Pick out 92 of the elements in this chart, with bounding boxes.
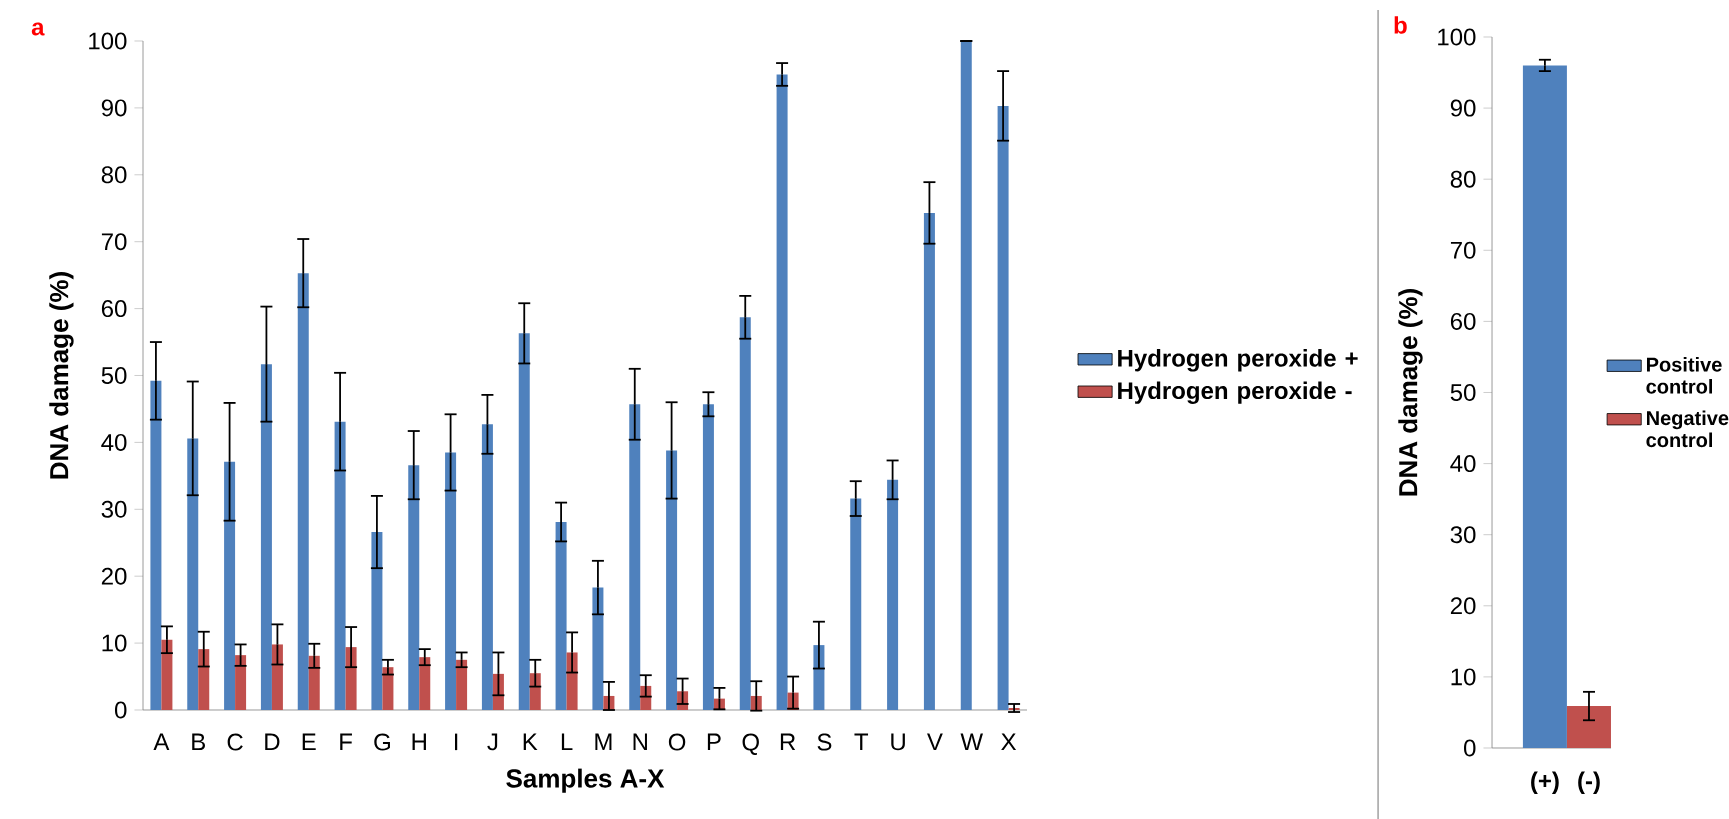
y-tick-label: 60 (1450, 312, 1476, 330)
y-tick-label: 70 (1450, 241, 1476, 259)
bar (529, 673, 541, 710)
y-tick-label: 90 (1450, 99, 1476, 117)
x-tick-label: C (227, 733, 243, 751)
bar (456, 659, 468, 710)
y-tick-label: 30 (1450, 526, 1476, 544)
bar (518, 333, 530, 710)
bar (850, 498, 862, 710)
y-tick-label: 30 (101, 500, 127, 518)
bar (481, 424, 493, 710)
x-tick-label: T (854, 733, 869, 751)
x-tick-label: (-) (1578, 771, 1600, 794)
y-tick-label: 70 (101, 233, 127, 251)
legend-label: Hydrogen peroxide + (1118, 349, 1358, 372)
y-tick-label: 0 (1464, 739, 1476, 757)
bar (997, 105, 1009, 710)
x-tick-label: Q (742, 733, 759, 755)
x-tick-label: J (487, 733, 498, 751)
bar (382, 667, 394, 710)
bar (776, 74, 788, 710)
x-tick-label: W (960, 733, 983, 751)
y-tick-label: 60 (101, 300, 127, 318)
bar (308, 655, 320, 710)
bar (161, 639, 173, 710)
x-tick-label: S (817, 733, 832, 751)
x-tick-label: A (153, 733, 170, 751)
legend-label: Hydrogen peroxide - (1118, 381, 1352, 404)
x-tick-label: D (265, 733, 280, 751)
x-tick-label: I (454, 733, 458, 751)
bar (419, 657, 431, 710)
x-tick-label: E (302, 733, 316, 751)
bar (555, 522, 567, 710)
y-tick-label: 10 (1451, 668, 1476, 686)
bar (371, 532, 383, 710)
x-tick-label: H (412, 733, 426, 751)
bar (271, 644, 283, 710)
bar (260, 364, 272, 710)
bar (408, 465, 420, 710)
y-axis-title: DNA damage (%) (1398, 289, 1423, 496)
bar (445, 452, 457, 710)
y-tick-label: 50 (1450, 384, 1476, 401)
y-tick-label: 80 (1450, 170, 1476, 188)
x-tick-label: G (374, 733, 390, 751)
y-axis-title: DNA damage (%) (49, 272, 74, 479)
bar (235, 655, 247, 710)
bar (813, 645, 825, 710)
x-tick-label: L (561, 733, 573, 751)
x-tick-label: U (891, 733, 905, 751)
bar (150, 380, 162, 710)
y-tick-label: 100 (1438, 28, 1476, 46)
x-tick-label: F (340, 733, 352, 751)
chart-title: b (1394, 16, 1407, 34)
x-tick-label: V (927, 733, 943, 751)
y-tick-label: 10 (102, 634, 127, 652)
x-tick-label: B (192, 733, 205, 751)
x-tick-label: R (780, 733, 796, 751)
y-tick-label: 90 (101, 99, 127, 117)
bar (297, 273, 309, 710)
y-tick-label: 80 (101, 166, 127, 184)
y-tick-label: 20 (1450, 597, 1476, 615)
y-tick-label: 0 (114, 701, 127, 719)
y-tick-label: 100 (89, 32, 127, 50)
bar (334, 421, 346, 710)
bar (887, 479, 899, 710)
bar (739, 317, 751, 710)
x-tick-label: P (707, 733, 721, 751)
y-tick-label: 40 (1450, 455, 1476, 473)
chart-title: a (31, 22, 45, 36)
bar (666, 450, 678, 710)
bar (198, 649, 210, 710)
x-tick-label: M (595, 733, 612, 751)
legend-label: Positive control (1646, 357, 1722, 394)
x-tick-label: K (523, 733, 538, 751)
x-tick-label: (+) (1531, 771, 1559, 794)
bar (629, 404, 641, 710)
bar (923, 212, 935, 710)
bar (566, 652, 578, 710)
y-tick-label: 40 (101, 433, 127, 451)
x-tick-label: O (668, 733, 686, 751)
bar (960, 41, 972, 710)
bar (187, 438, 199, 710)
x-tick-label: N (633, 733, 647, 751)
y-tick-label: 20 (101, 567, 127, 585)
bar (702, 404, 714, 710)
bar (224, 461, 236, 710)
bar (345, 647, 357, 710)
y-tick-label: 50 (101, 367, 127, 384)
bar (592, 587, 604, 710)
x-axis-title: Samples A-X (506, 768, 665, 793)
x-tick-label: X (1001, 733, 1017, 751)
legend-label: Negative control (1646, 410, 1729, 448)
